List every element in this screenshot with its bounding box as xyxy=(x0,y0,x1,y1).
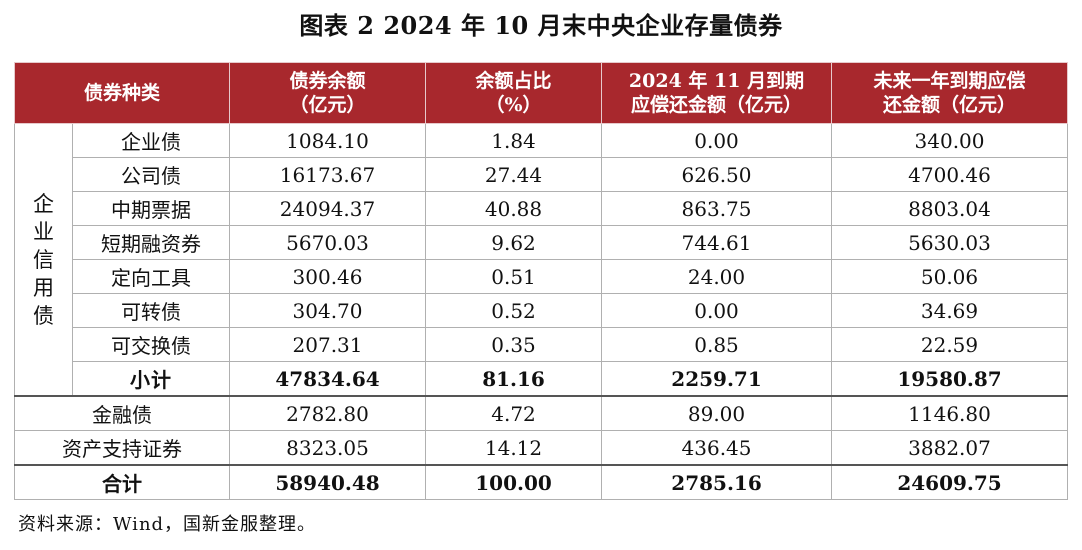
row-nov-due: 0.85 xyxy=(601,327,833,362)
row-nov-due: 0.00 xyxy=(601,123,833,158)
row-balance: 16173.67 xyxy=(229,157,427,192)
table-row: 企业信用债 企业债 1084.10 1.84 0.00 340.00 xyxy=(14,123,1069,397)
row-year-due: 4700.46 xyxy=(831,157,1069,192)
row-year-due: 50.06 xyxy=(831,259,1069,294)
row-year-due: 3882.07 xyxy=(831,430,1069,466)
subtotal-share: 81.16 xyxy=(425,361,603,397)
row-nov-due: 863.75 xyxy=(601,191,833,226)
row-name: 企业债 xyxy=(71,123,231,158)
row-balance: 2782.80 xyxy=(229,395,427,431)
group-label: 企业信用债 xyxy=(14,123,73,397)
row-year-due: 340.00 xyxy=(831,123,1069,158)
header-share: 余额占比 （%） xyxy=(425,62,603,124)
source-note: 资料来源：Wind，国新金服整理。 xyxy=(18,514,317,535)
row-name: 资产支持证券 xyxy=(13,430,231,466)
row-nov-due: 24.00 xyxy=(601,259,833,294)
header-nov-due: 2024 年 11 月到期 应偿还金额（亿元） xyxy=(601,62,833,124)
row-balance: 5670.03 xyxy=(229,225,427,260)
table-row: 短期融资券 5670.03 9.62 744.61 5630.03 xyxy=(15,225,1069,260)
row-share: 4.72 xyxy=(425,395,603,431)
row-nov-due: 744.61 xyxy=(601,225,833,260)
row-nov-due: 436.45 xyxy=(601,430,833,466)
total-year-due: 24609.75 xyxy=(831,464,1069,500)
total-name: 合计 xyxy=(13,464,231,500)
row-balance: 24094.37 xyxy=(229,191,427,226)
row-year-due: 5630.03 xyxy=(831,225,1069,260)
total-balance: 58940.48 xyxy=(229,464,427,500)
total-row: 合计 58940.48 100.00 2785.16 24609.75 xyxy=(13,464,1069,500)
row-nov-due: 0.00 xyxy=(601,293,833,328)
total-nov-due: 2785.16 xyxy=(601,464,833,500)
subtotal-nov-due: 2259.71 xyxy=(601,361,833,397)
row-share: 27.44 xyxy=(425,157,603,192)
row-nov-due: 626.50 xyxy=(601,157,833,192)
row-name: 定向工具 xyxy=(71,259,231,294)
row-nov-due: 89.00 xyxy=(601,395,833,431)
header-row: 债券种类 债券余额 （亿元） 余额占比 （%） 2024 年 11 月到期 应偿… xyxy=(13,62,1069,124)
row-year-due: 22.59 xyxy=(831,327,1069,362)
subtotal-year-due: 19580.87 xyxy=(831,361,1069,397)
table-row: 中期票据 24094.37 40.88 863.75 8803.04 xyxy=(15,191,1069,226)
row-share: 0.52 xyxy=(425,293,603,328)
table-row: 资产支持证券 8323.05 14.12 436.45 3882.07 xyxy=(13,430,1069,466)
header-balance: 债券余额 （亿元） xyxy=(229,62,427,124)
table-row: 可转债 304.70 0.52 0.00 34.69 xyxy=(15,293,1069,328)
row-year-due: 1146.80 xyxy=(831,395,1069,431)
row-balance: 8323.05 xyxy=(229,430,427,466)
row-balance: 304.70 xyxy=(229,293,427,328)
table-title: 图表 2 2024 年 10 月末中央企业存量债券 xyxy=(299,11,783,40)
row-year-due: 8803.04 xyxy=(831,191,1069,226)
bond-table: 债券种类 债券余额 （亿元） 余额占比 （%） 2024 年 11 月到期 应偿… xyxy=(13,62,1069,500)
header-bond-type: 债券种类 xyxy=(13,62,231,124)
row-share: 0.35 xyxy=(425,327,603,362)
subtotal-balance: 47834.64 xyxy=(229,361,427,397)
row-balance: 207.31 xyxy=(229,327,427,362)
row-year-due: 34.69 xyxy=(831,293,1069,328)
row-name: 可交换债 xyxy=(71,327,231,362)
subtotal-row: 小计 47834.64 81.16 2259.71 19580.87 xyxy=(15,361,1069,397)
row-share: 9.62 xyxy=(425,225,603,260)
total-share: 100.00 xyxy=(425,464,603,500)
row-name: 金融债 xyxy=(13,395,231,431)
row-name: 短期融资券 xyxy=(71,225,231,260)
row-share: 0.51 xyxy=(425,259,603,294)
row-share: 14.12 xyxy=(425,430,603,466)
table-row: 金融债 2782.80 4.72 89.00 1146.80 xyxy=(13,395,1069,431)
row-balance: 1084.10 xyxy=(229,123,427,158)
row-share: 40.88 xyxy=(425,191,603,226)
header-year-due: 未来一年到期应偿 还金额（亿元） xyxy=(831,62,1069,124)
table-row: 定向工具 300.46 0.51 24.00 50.06 xyxy=(15,259,1069,294)
table-row: 可交换债 207.31 0.35 0.85 22.59 xyxy=(15,327,1069,362)
table-row: 公司债 16173.67 27.44 626.50 4700.46 xyxy=(15,157,1069,192)
row-share: 1.84 xyxy=(425,123,603,158)
row-name: 中期票据 xyxy=(71,191,231,226)
row-name: 公司债 xyxy=(71,157,231,192)
row-name: 可转债 xyxy=(71,293,231,328)
row-balance: 300.46 xyxy=(229,259,427,294)
subtotal-name: 小计 xyxy=(71,361,231,397)
